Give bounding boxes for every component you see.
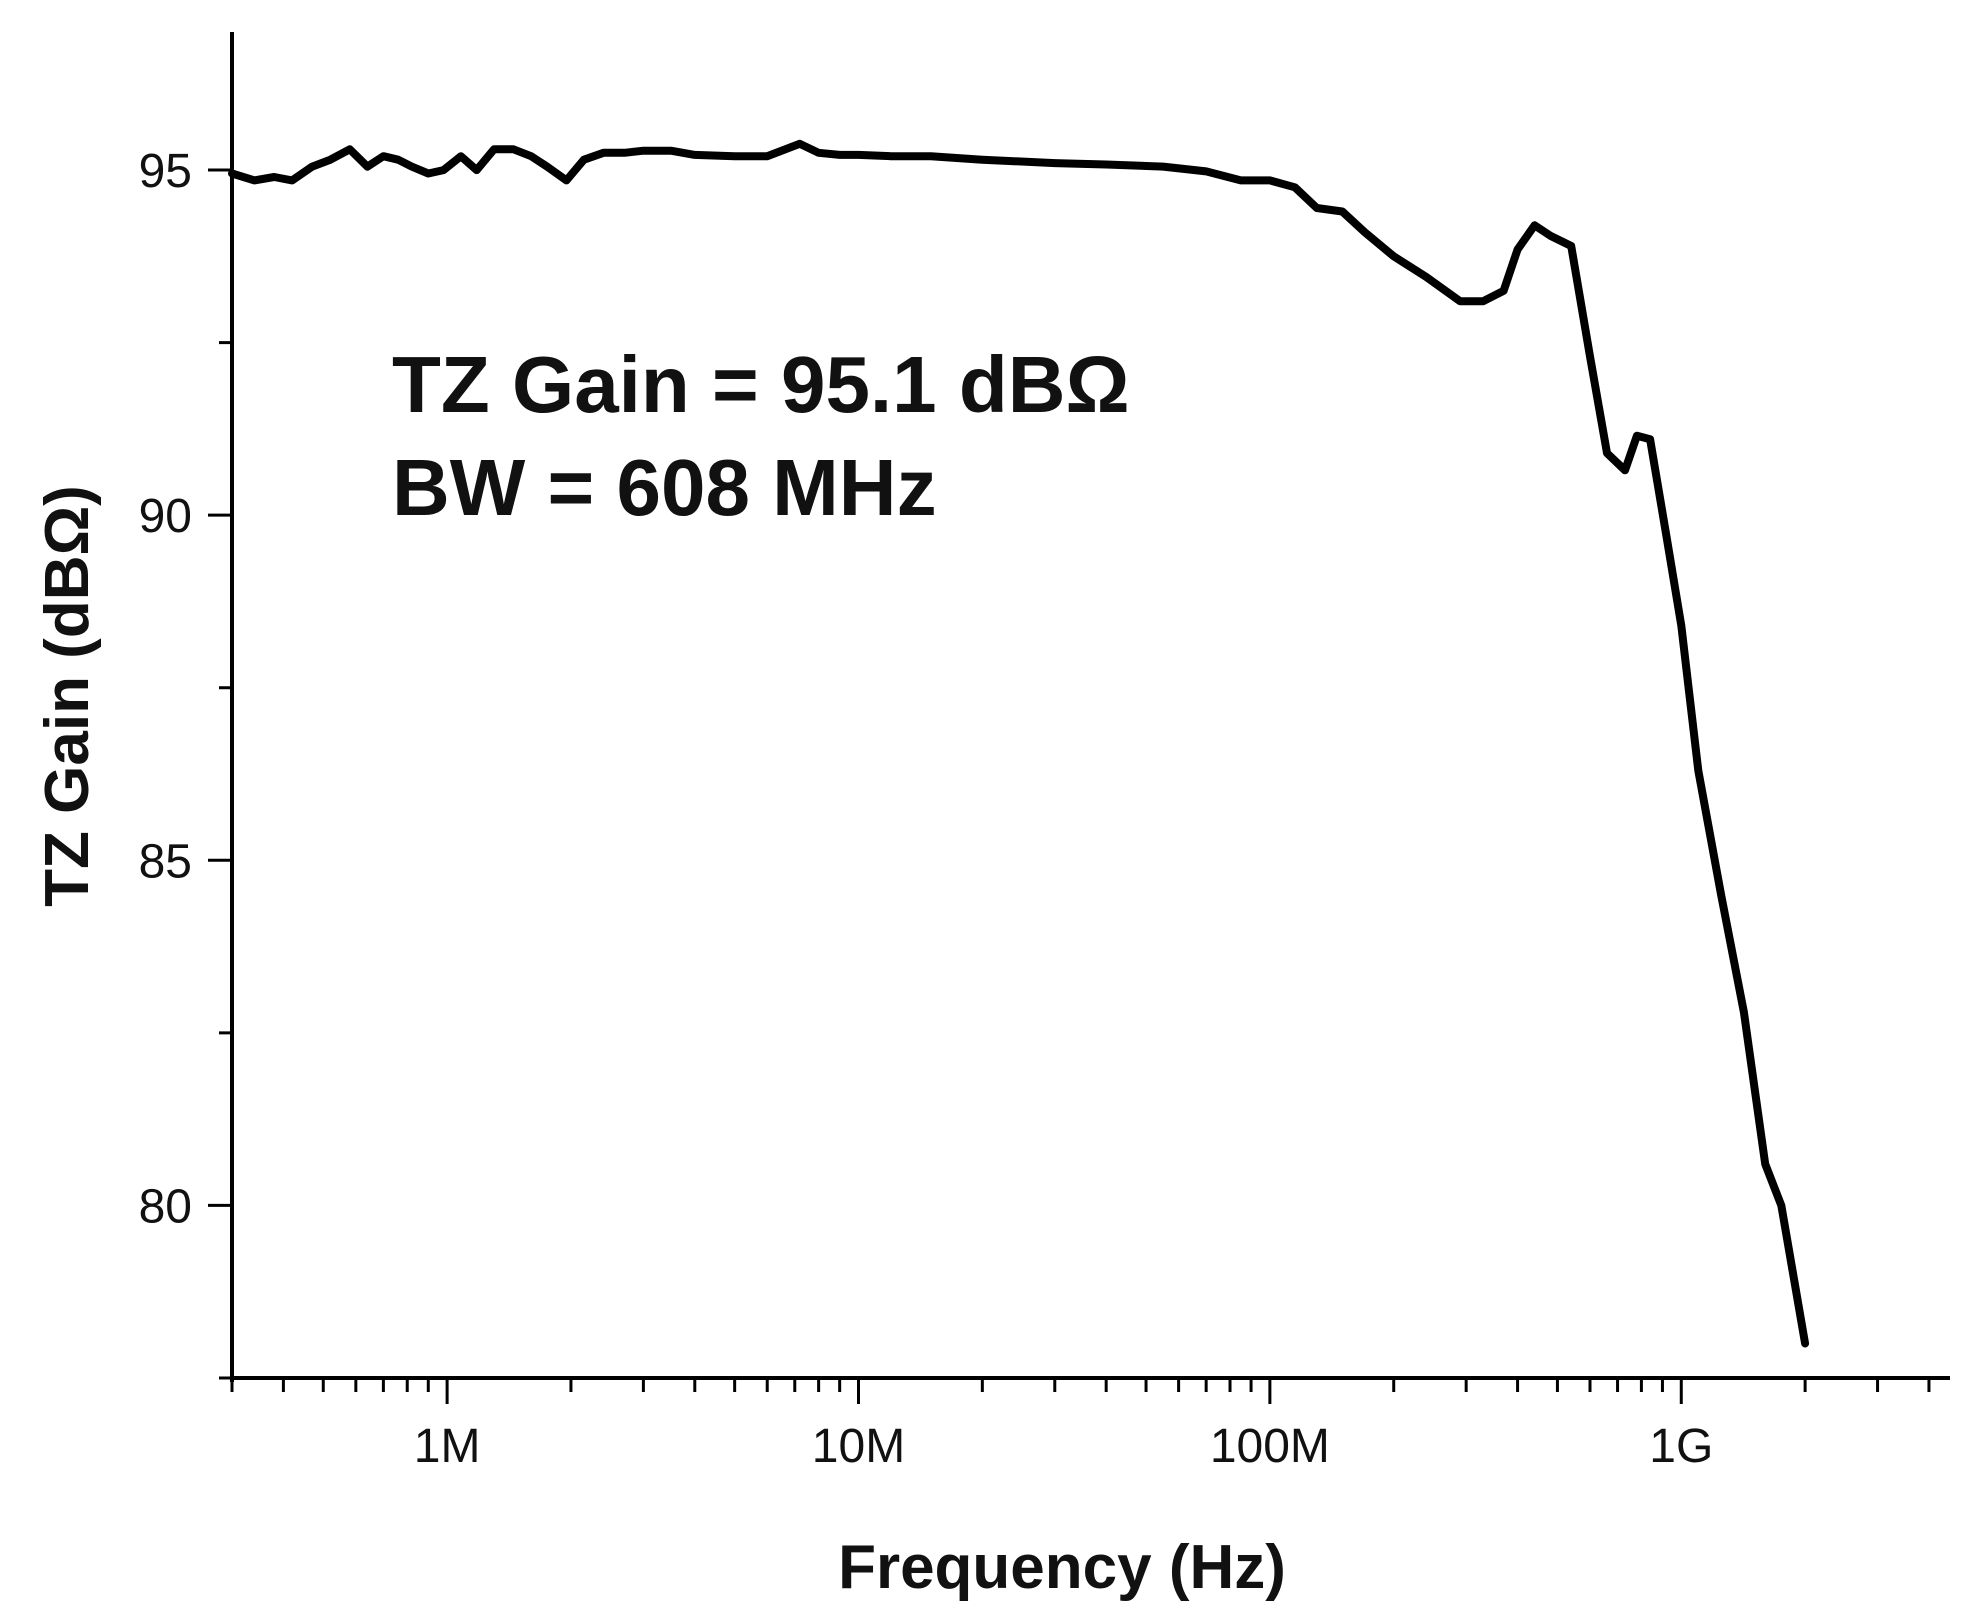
y-tick-label: 90: [139, 490, 192, 543]
x-tick-label: 100M: [1210, 1420, 1330, 1473]
x-axis-title: Frequency (Hz): [838, 1533, 1286, 1602]
annotation-tz-gain: TZ Gain = 95.1 dBΩ: [392, 340, 1130, 429]
y-tick-label: 80: [139, 1180, 192, 1233]
annotation-bandwidth: BW = 608 MHz: [392, 443, 937, 532]
series-line-tz-gain: [228, 139, 1810, 1348]
y-axis-title: TZ Gain (dBΩ): [33, 485, 102, 907]
x-axis-ticks: 1M 10M 100M 1G: [230, 1378, 1931, 1473]
x-tick-label: 1G: [1649, 1420, 1713, 1473]
y-tick-label: 85: [139, 835, 192, 888]
x-tick-label: 10M: [812, 1420, 905, 1473]
y-tick-label: 95: [139, 145, 192, 198]
y-axis-ticks: 80 85 90 95: [139, 145, 232, 1380]
x-tick-label: 1M: [414, 1420, 481, 1473]
